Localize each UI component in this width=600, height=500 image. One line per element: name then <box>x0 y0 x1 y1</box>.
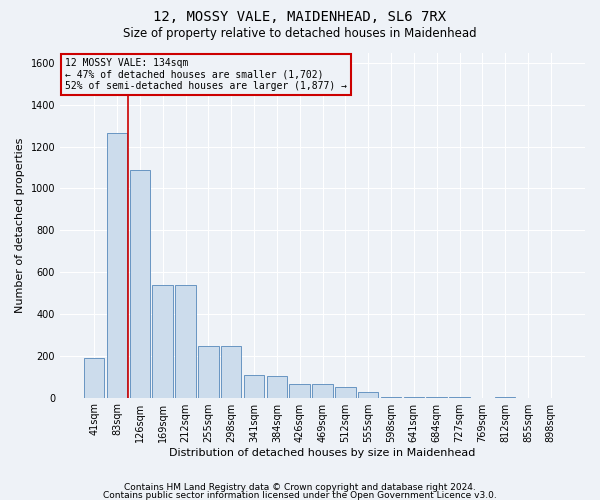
Text: Contains HM Land Registry data © Crown copyright and database right 2024.: Contains HM Land Registry data © Crown c… <box>124 484 476 492</box>
Bar <box>152 284 173 398</box>
Y-axis label: Number of detached properties: Number of detached properties <box>15 138 25 312</box>
Bar <box>175 284 196 398</box>
Bar <box>130 170 150 398</box>
Bar <box>404 396 424 398</box>
Bar <box>84 358 104 398</box>
Bar <box>198 346 218 398</box>
Bar <box>358 392 379 398</box>
Bar <box>244 374 264 398</box>
Bar <box>381 396 401 398</box>
Bar <box>266 376 287 398</box>
Bar <box>427 396 447 398</box>
Text: 12, MOSSY VALE, MAIDENHEAD, SL6 7RX: 12, MOSSY VALE, MAIDENHEAD, SL6 7RX <box>154 10 446 24</box>
Bar <box>495 396 515 398</box>
Text: Size of property relative to detached houses in Maidenhead: Size of property relative to detached ho… <box>123 28 477 40</box>
Bar <box>335 387 356 398</box>
X-axis label: Distribution of detached houses by size in Maidenhead: Distribution of detached houses by size … <box>169 448 476 458</box>
Bar <box>289 384 310 398</box>
Bar <box>221 346 241 398</box>
Bar <box>312 384 333 398</box>
Text: 12 MOSSY VALE: 134sqm
← 47% of detached houses are smaller (1,702)
52% of semi-d: 12 MOSSY VALE: 134sqm ← 47% of detached … <box>65 58 347 91</box>
Bar <box>107 133 127 398</box>
Bar <box>449 396 470 398</box>
Text: Contains public sector information licensed under the Open Government Licence v3: Contains public sector information licen… <box>103 490 497 500</box>
